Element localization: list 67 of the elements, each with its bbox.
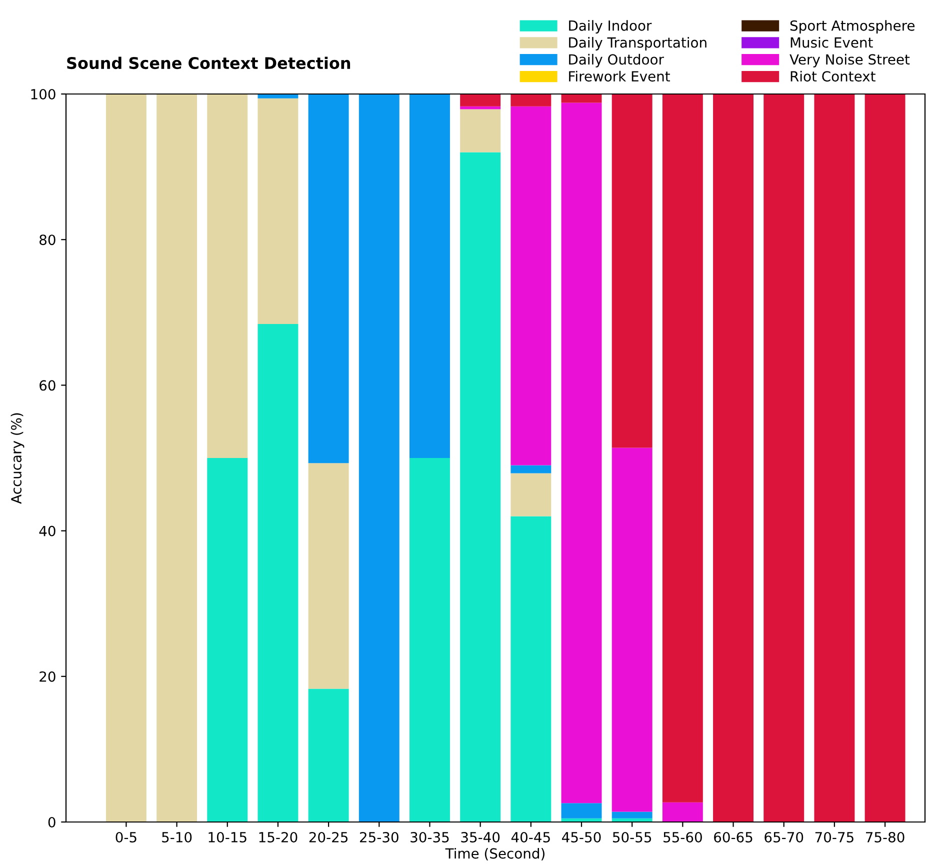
legend-label: Sport Atmosphere (790, 20, 915, 34)
x-tick-label: 30-35 (410, 832, 449, 842)
bar (106, 94, 146, 822)
legend-label: Daily Outdoor (569, 54, 664, 68)
x-tick-label: 10-15 (208, 832, 246, 842)
bar (561, 102, 602, 804)
bar (510, 465, 552, 474)
y-tick-label: 0 (48, 816, 56, 828)
y-tick-label: 60 (40, 380, 56, 391)
y-axis-title: Accucary (%) (10, 413, 24, 504)
x-tick-label: 0-5 (116, 832, 136, 842)
bar (308, 688, 349, 822)
x-tick-label: 20-25 (309, 832, 348, 842)
bar (561, 94, 602, 103)
bar (207, 94, 248, 458)
bar (510, 94, 552, 106)
y-tick-label: 20 (40, 671, 56, 682)
x-tick-label: 50-55 (612, 832, 652, 842)
x-tick-label: 25-30 (360, 832, 398, 842)
x-tick-label: 70-75 (815, 832, 854, 842)
legend-label: Firework Event (569, 70, 670, 82)
bar (207, 458, 248, 822)
x-tick-label: 40-45 (511, 832, 550, 842)
bar (612, 812, 652, 818)
x-tick-label: 60-65 (714, 832, 752, 842)
x-tick-label: 15-20 (259, 832, 298, 842)
bar (258, 94, 298, 98)
y-tick-label: 40 (39, 526, 56, 536)
bar (864, 94, 906, 822)
bar (510, 473, 552, 516)
x-tick-label: 35-40 (461, 832, 500, 842)
bar (662, 802, 703, 822)
bar (258, 98, 298, 324)
x-tick-label: 55-60 (664, 832, 702, 842)
bar (308, 94, 349, 464)
bar (612, 94, 652, 448)
bar (510, 106, 552, 466)
bar (713, 94, 754, 822)
bar (410, 458, 450, 822)
y-tick-label: 80 (40, 234, 56, 246)
bar (410, 94, 450, 458)
bar (561, 803, 602, 818)
bar (612, 448, 652, 812)
x-axis-title: Time (Second) (445, 848, 544, 860)
bar (460, 109, 501, 152)
chart-title: Sound Scene Context Detection (67, 56, 350, 70)
legend-label: Daily Transportation (569, 37, 706, 50)
legend-label: Very Noise Street (790, 54, 910, 68)
x-tick-label: 45-50 (562, 832, 601, 842)
legend-label: Daily Indoor (569, 20, 652, 34)
bar (156, 94, 198, 822)
bar (460, 106, 501, 110)
x-tick-label: 65-70 (764, 832, 804, 842)
legend-label: Music Event (790, 37, 873, 48)
legend-label: Riot Context (790, 70, 876, 82)
y-tick-label: 100 (31, 88, 56, 100)
bar (460, 152, 501, 822)
x-tick-label: 5-10 (162, 832, 192, 842)
bar (308, 463, 349, 689)
bar (814, 94, 855, 822)
bar (258, 324, 298, 822)
bar (358, 94, 400, 822)
bar (764, 94, 804, 822)
bar (460, 94, 501, 106)
x-tick-label: 75-80 (866, 832, 904, 842)
bar (662, 94, 703, 802)
bar (510, 516, 552, 822)
